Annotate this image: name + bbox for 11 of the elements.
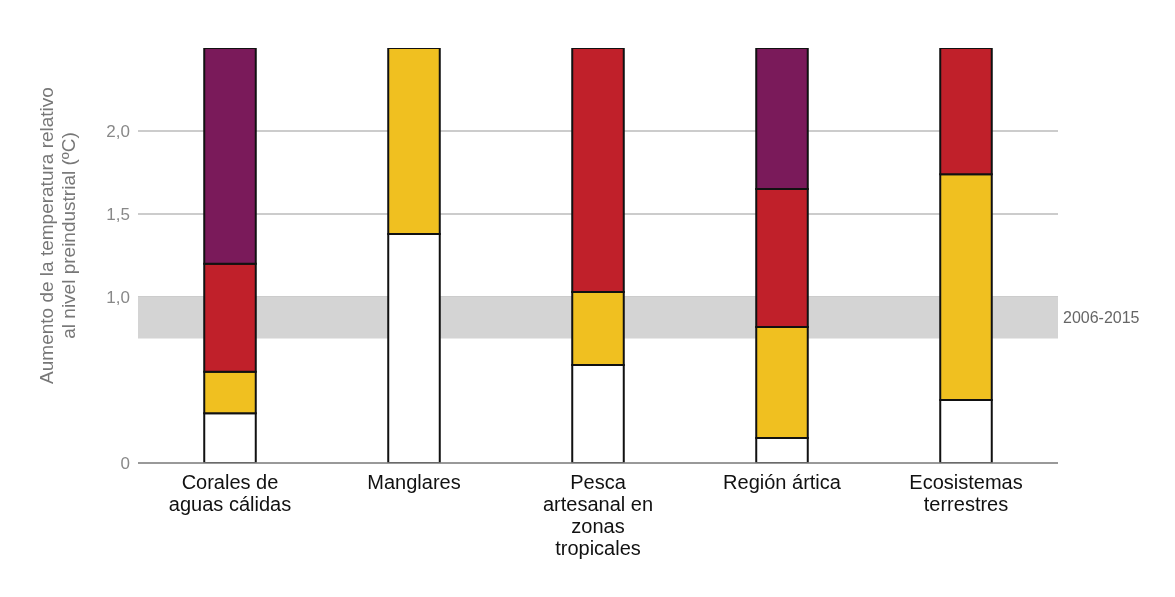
y-axis-title: Aumento de la temperatura relativo al nivel preindustrial (ºC): [36, 87, 79, 384]
x-tick-label: Ecosistemas terrestres: [909, 471, 1023, 515]
x-tick-label: Región ártica: [723, 471, 842, 493]
x-tick-label: Pesca artesanal en zonas tropicales: [542, 471, 654, 559]
y-tick-label: 1,0: [106, 288, 130, 308]
x-tick-label: Manglares: [367, 471, 461, 493]
band-label: 2006-2015: [1063, 309, 1140, 327]
y-tick-label: 2,0: [106, 122, 130, 142]
x-tick-label: Corales de aguas cálidas: [168, 471, 292, 515]
y-tick-label: 1,5: [106, 205, 130, 225]
y-tick-label: 0: [120, 454, 130, 474]
